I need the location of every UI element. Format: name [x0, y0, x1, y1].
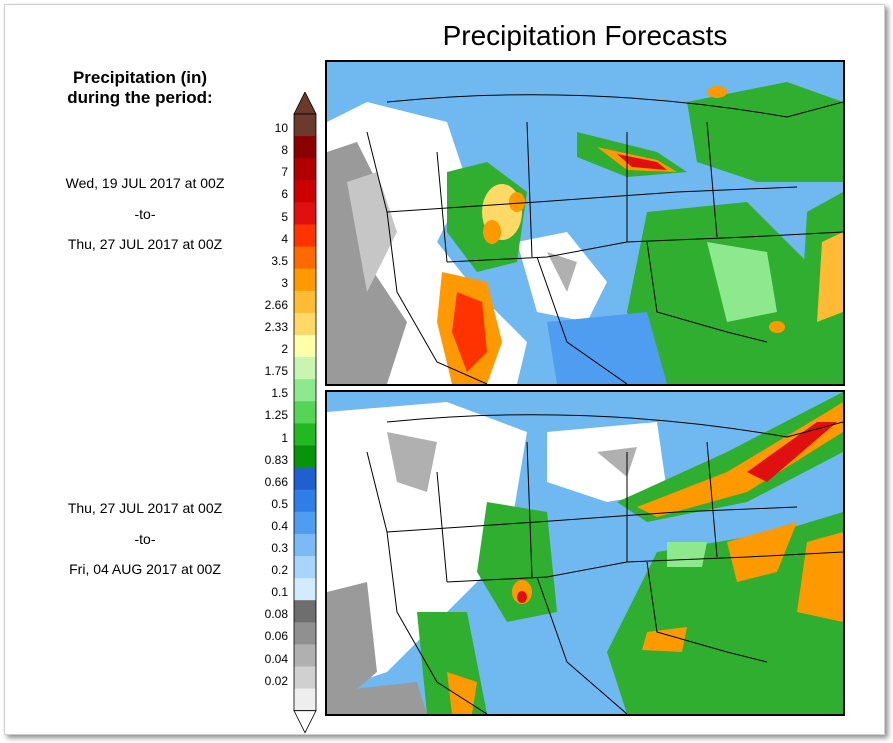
- colorbar-tick-label: 0.66: [264, 474, 288, 489]
- forecast-map-period2: [325, 390, 845, 716]
- colorbar-tick-label: 10: [274, 121, 288, 136]
- colorbar-segment: [294, 556, 316, 579]
- colorbar-segment: [294, 202, 316, 225]
- colorbar-tick-label: 0.5: [271, 496, 288, 511]
- colorbar-tick-label: 1.25: [264, 408, 288, 423]
- colorbar-tick-label: 5: [281, 209, 288, 224]
- page-title: Precipitation Forecasts: [442, 20, 728, 51]
- colorbar-tick-label: 8: [281, 143, 288, 158]
- colorbar-tick-label: 0.06: [264, 629, 288, 644]
- colorbar-bottom-cap: [293, 710, 317, 734]
- colorbar-segment: [294, 622, 316, 645]
- colorbar-tick-label: 0.83: [264, 452, 288, 467]
- precipitation-colorbar: [293, 92, 317, 734]
- colorbar-segment: [294, 180, 316, 203]
- period2-start: Thu, 27 JUL 2017 at 00Z: [67, 500, 223, 516]
- colorbar-tick-label: 1: [281, 430, 288, 445]
- colorbar-tick-label: 0.02: [264, 673, 288, 688]
- colorbar-segment: [294, 136, 316, 159]
- period1-end: Thu, 27 JUL 2017 at 00Z: [67, 236, 223, 252]
- colorbar-segment: [294, 533, 316, 557]
- colorbar-segment: [294, 158, 316, 181]
- colorbar-segment: [294, 423, 316, 446]
- colorbar-tick-label: 2: [281, 342, 288, 357]
- period1-separator: -to-: [134, 206, 156, 222]
- colorbar-segment: [294, 445, 316, 469]
- colorbar-tick-label: 0.1: [271, 585, 288, 600]
- colorbar-segment: [294, 600, 316, 623]
- colorbar-tick-label: 0.4: [271, 518, 288, 533]
- colorbar-segment: [294, 578, 316, 601]
- map-period2-graphic: [327, 392, 843, 714]
- colorbar-segment: [294, 467, 316, 491]
- colorbar-segment: [294, 290, 316, 314]
- colorbar-tick-label: 3: [281, 275, 288, 290]
- colorbar-segment: [294, 268, 316, 292]
- colorbar-segment: [294, 357, 316, 380]
- colorbar-segment: [294, 489, 316, 513]
- colorbar-segment: [294, 511, 316, 535]
- forecast-map-period1: [325, 60, 845, 386]
- colorbar-tick-label: 7: [281, 165, 288, 180]
- legend-title-line2: during the period:: [67, 88, 213, 107]
- colorbar-tick-label: 0.04: [264, 651, 288, 666]
- colorbar-tick-label: 3.5: [271, 253, 288, 268]
- colorbar-segment: [294, 335, 316, 358]
- colorbar-tick-label: 2.33: [264, 320, 288, 334]
- colorbar-top-cap: [293, 92, 317, 115]
- colorbar-segment: [294, 224, 316, 248]
- colorbar-tick-label: 4: [281, 231, 288, 246]
- colorbar-segment: [294, 666, 316, 690]
- colorbar-tick-label: 0.3: [271, 541, 288, 555]
- colorbar-segment: [294, 114, 316, 137]
- colorbar-tick-label: 6: [281, 187, 288, 202]
- period2-end: Fri, 04 AUG 2017 at 00Z: [69, 561, 221, 577]
- colorbar-segment: [294, 688, 316, 712]
- colorbar-segment: [294, 246, 316, 270]
- colorbar-segment: [294, 379, 316, 402]
- colorbar-tick-label: 0.08: [264, 607, 288, 622]
- legend-title-line1: Precipitation (in): [72, 68, 208, 87]
- colorbar-tick-label: 2.66: [264, 297, 288, 312]
- colorbar-tick-label: 1.5: [271, 386, 288, 401]
- colorbar-segment: [294, 401, 316, 424]
- colorbar-segment: [294, 644, 316, 667]
- colorbar-segment: [294, 312, 316, 336]
- map-period1-graphic: [327, 62, 843, 384]
- period2-separator: -to-: [134, 531, 156, 547]
- period1-start: Wed, 19 JUL 2017 at 00Z: [65, 175, 225, 191]
- colorbar-tick-label: 1.75: [264, 364, 288, 379]
- legend-title: Precipitation (in) during the period:: [40, 68, 240, 108]
- colorbar-tick-label: 0.2: [271, 563, 288, 578]
